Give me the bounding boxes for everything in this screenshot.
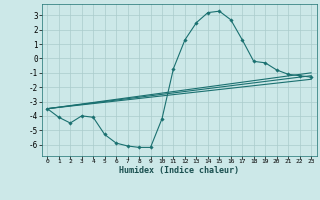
X-axis label: Humidex (Indice chaleur): Humidex (Indice chaleur) <box>119 166 239 175</box>
